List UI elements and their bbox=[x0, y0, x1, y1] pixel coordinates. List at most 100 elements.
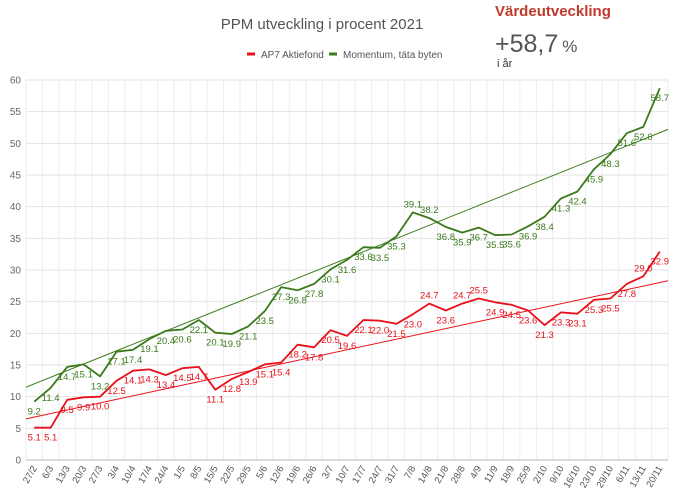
data-label-1: 17.4 bbox=[124, 355, 143, 366]
trendlines bbox=[25, 128, 669, 420]
data-label-1: 26.8 bbox=[288, 295, 307, 306]
trendline-0 bbox=[25, 280, 669, 420]
data-label-0: 12.8 bbox=[223, 384, 242, 395]
x-tick-label: 31/7 bbox=[383, 464, 402, 486]
data-label-0: 24.7 bbox=[453, 291, 472, 302]
data-label-0: 21.5 bbox=[387, 329, 406, 340]
x-tick-label: 20/11 bbox=[644, 464, 665, 489]
data-label-0: 15.1 bbox=[255, 369, 274, 380]
x-tick-label: 21/8 bbox=[433, 464, 452, 486]
data-label-1: 45.9 bbox=[585, 174, 604, 185]
trendline-1 bbox=[25, 128, 669, 388]
y-tick-label: 10 bbox=[10, 392, 22, 403]
x-tick-label: 29/10 bbox=[595, 464, 616, 490]
data-label-0: 23.0 bbox=[404, 319, 423, 330]
x-tick-label: 1/5 bbox=[172, 464, 188, 481]
x-tick-label: 10/7 bbox=[334, 464, 353, 486]
y-tick-label: 30 bbox=[10, 266, 22, 277]
data-labels: 5.1 5.19.5 9.9 10.012.514.114.313.414.514.7… bbox=[28, 93, 669, 443]
y-tick-label: 5 bbox=[15, 424, 21, 435]
x-tick-label: 22/5 bbox=[219, 464, 238, 486]
x-tick-label: 25/9 bbox=[515, 464, 534, 486]
data-label-0: 29.0 bbox=[634, 263, 653, 274]
x-tick-label: 14/8 bbox=[416, 464, 435, 486]
data-label-0: 14.5 bbox=[173, 373, 192, 384]
x-tick-label: 28/8 bbox=[449, 464, 468, 486]
x-tick-label: 27/2 bbox=[21, 464, 40, 486]
data-label-1: 35.3 bbox=[387, 241, 406, 252]
data-label-1: 20.6 bbox=[173, 335, 192, 346]
x-tick-label: 17/4 bbox=[136, 464, 155, 486]
y-tick-label: 45 bbox=[10, 171, 22, 182]
data-label-0: 10.0 bbox=[91, 402, 110, 413]
series-lines bbox=[33, 87, 661, 429]
x-tick-label: 11/9 bbox=[482, 464, 500, 485]
x-tick-label: 2/10 bbox=[531, 464, 550, 486]
data-label-0: 15.4 bbox=[272, 367, 291, 378]
data-label-0: 20.5 bbox=[321, 335, 340, 346]
data-label-1: 35.5 bbox=[486, 240, 505, 251]
data-label-1: 21.1 bbox=[239, 331, 258, 342]
x-tick-label: 24/4 bbox=[153, 464, 172, 486]
data-label-1: 30.1 bbox=[321, 274, 340, 285]
data-label-1: 13.2 bbox=[91, 381, 110, 392]
data-label-0: 14.7 bbox=[190, 372, 209, 383]
panel-subtitle: i år bbox=[497, 58, 513, 70]
data-label-0: 32.9 bbox=[651, 257, 670, 268]
data-label-0: 25.5 bbox=[469, 286, 488, 297]
data-label-1: 19.9 bbox=[223, 339, 242, 350]
data-label-0: 5.1 bbox=[44, 433, 57, 444]
data-label-1: 35.9 bbox=[453, 238, 472, 249]
data-label-0: 24.7 bbox=[420, 291, 439, 302]
x-tick-label: 29/5 bbox=[235, 464, 254, 486]
data-label-1: 27.3 bbox=[272, 292, 291, 303]
data-label-0: 9.5 bbox=[61, 405, 74, 416]
y-tick-label: 60 bbox=[10, 76, 22, 87]
y-tick-label: 35 bbox=[10, 234, 22, 245]
y-tick-label: 55 bbox=[10, 107, 22, 118]
data-label-0: 9.9 bbox=[77, 402, 90, 413]
series-line-1 bbox=[33, 87, 661, 403]
data-label-0: 25.5 bbox=[601, 304, 620, 315]
legend-label-0: AP7 Aktiefond bbox=[261, 50, 324, 61]
data-label-1: 36.8 bbox=[437, 232, 456, 243]
data-label-0: 13.4 bbox=[157, 380, 176, 391]
data-label-0: 22.1 bbox=[354, 325, 373, 336]
data-label-0: 24.5 bbox=[502, 310, 521, 321]
legend-label-1: Momentum, täta byten bbox=[343, 50, 443, 61]
y-tick-label: 50 bbox=[10, 139, 22, 150]
data-label-1: 20.1 bbox=[206, 338, 225, 349]
data-label-0: 25.3 bbox=[585, 305, 604, 316]
y-tick-label: 20 bbox=[10, 329, 22, 340]
series-line-0 bbox=[34, 251, 661, 429]
data-label-1: 23.5 bbox=[255, 316, 274, 327]
data-label-0: 11.1 bbox=[206, 395, 224, 406]
chart-title: PPM utveckling i procent 2021 bbox=[221, 16, 424, 33]
x-tick-label: 18/9 bbox=[498, 464, 517, 486]
data-label-0: 23.3 bbox=[552, 317, 571, 328]
data-label-1: 39.1 bbox=[404, 199, 423, 210]
grid bbox=[25, 79, 669, 461]
data-label-1: 58.7 bbox=[651, 93, 670, 104]
data-label-1: 48.3 bbox=[601, 159, 620, 170]
data-label-1: 22.1 bbox=[190, 325, 209, 336]
data-label-1: 42.4 bbox=[568, 196, 587, 207]
x-tick-label: 24/7 bbox=[367, 464, 386, 486]
x-tick-label: 26/6 bbox=[301, 464, 320, 486]
x-tick-label: 12/6 bbox=[268, 464, 287, 486]
y-tick-label: 25 bbox=[10, 297, 22, 308]
x-tick-label: 19/6 bbox=[284, 464, 303, 486]
y-tick-label: 40 bbox=[10, 202, 22, 213]
data-label-0: 13.9 bbox=[239, 377, 258, 388]
data-label-1: 27.8 bbox=[305, 289, 324, 300]
panel-value: +58,7% bbox=[495, 30, 577, 59]
data-label-1: 36.7 bbox=[469, 233, 488, 244]
panel-title: Värdeutveckling bbox=[495, 3, 611, 20]
legend: AP7 Aktiefond Momentum, täta byten bbox=[247, 50, 443, 61]
data-label-1: 51.6 bbox=[618, 138, 637, 149]
panel-value-number: +58,7 bbox=[495, 30, 559, 58]
data-label-0: 27.8 bbox=[618, 289, 637, 300]
data-label-0: 21.3 bbox=[535, 330, 554, 341]
data-label-0: 23.6 bbox=[519, 316, 538, 327]
